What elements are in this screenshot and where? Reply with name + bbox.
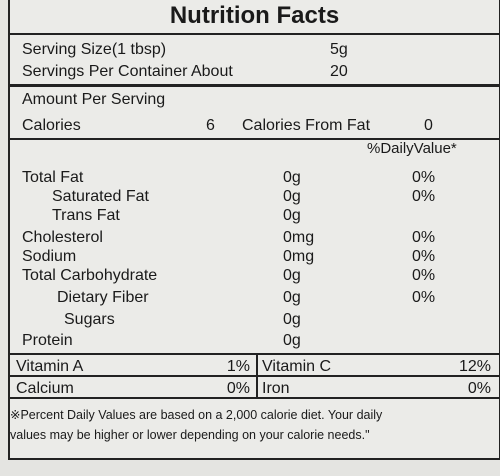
nutrient-amount: 0mg (283, 248, 315, 265)
divider (256, 354, 258, 398)
nutrient-dv: 0% (412, 188, 436, 205)
divider (10, 138, 499, 140)
nutrient-name: Sodium (22, 248, 77, 265)
serving-value: 20 (330, 63, 348, 80)
amount-header: Amount Per Serving (22, 91, 166, 108)
nutrient-name: Dietary Fiber (57, 289, 149, 306)
vitamin-dv: 0% (467, 380, 491, 397)
nutrient-name: Trans Fat (52, 207, 120, 224)
nutrient-amount: 0g (283, 207, 301, 224)
nutrient-amount: 0g (283, 289, 301, 306)
nutrient-dv: 0% (412, 229, 436, 246)
serving-value: 5g (330, 41, 348, 58)
nutrient-name: Sugars (64, 311, 115, 328)
nutrient-name: Saturated Fat (52, 188, 149, 205)
nutrient-amount: 0g (283, 169, 301, 186)
vitamin-dv: 12% (458, 358, 491, 375)
calories-label: Calories (22, 117, 81, 134)
footnote-line: values may be higher or lower depending … (10, 428, 370, 442)
divider (10, 33, 499, 35)
footnote-line: ※Percent Daily Values are based on a 2,0… (10, 408, 383, 422)
calories-fat-value: 0 (424, 117, 433, 134)
nutrient-name: Protein (22, 332, 73, 349)
calories-fat-label: Calories From Fat (242, 117, 371, 134)
nutrient-dv: 0% (412, 267, 436, 284)
nutrient-name: Total Carbohydrate (22, 267, 158, 284)
nutrient-amount: 0g (283, 188, 301, 205)
nutrient-name: Cholesterol (22, 229, 103, 246)
vitamin-name: Iron (262, 380, 290, 397)
dv-header: %DailyValue* (367, 140, 457, 157)
nutrient-dv: 0% (412, 289, 436, 306)
nutrient-amount: 0g (283, 332, 301, 349)
vitamin-name: Calcium (16, 380, 74, 397)
divider (10, 84, 499, 87)
divider (10, 397, 499, 399)
nutrient-amount: 0g (283, 267, 301, 284)
nutrient-amount: 0mg (283, 229, 315, 246)
vitamin-name: Vitamin A (16, 358, 84, 375)
title: Nutrition Facts (169, 2, 340, 29)
nutrient-dv: 0% (412, 248, 436, 265)
nutrient-amount: 0g (283, 311, 301, 328)
vitamin-dv: 1% (226, 358, 250, 375)
divider (10, 353, 499, 355)
vitamin-dv: 0% (226, 380, 250, 397)
nutrition-label: Nutrition Facts Amount Per Serving Calor… (8, 0, 500, 460)
nutrient-name: Total Fat (22, 169, 84, 186)
serving-label: Servings Per Container About (22, 63, 233, 80)
serving-label: Serving Size(1 tbsp) (22, 41, 167, 58)
nutrient-dv: 0% (412, 169, 436, 186)
vitamin-name: Vitamin C (262, 358, 332, 375)
calories-value: 6 (206, 117, 215, 134)
divider (10, 375, 499, 377)
